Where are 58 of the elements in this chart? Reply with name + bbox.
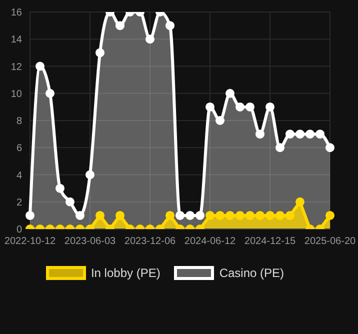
y-tick-label: 4	[16, 170, 22, 182]
x-tick-label: 2023-06-03	[64, 236, 116, 248]
point	[66, 197, 74, 206]
point	[256, 130, 264, 139]
y-tick-label: 14	[10, 34, 22, 46]
point	[96, 210, 104, 220]
point	[36, 62, 44, 71]
y-tick-label: 0	[16, 224, 22, 236]
point	[266, 210, 274, 220]
point	[116, 210, 124, 220]
point	[326, 210, 334, 220]
point	[296, 197, 304, 206]
point	[256, 210, 264, 220]
point	[316, 130, 324, 139]
point	[166, 21, 174, 30]
point	[286, 130, 294, 139]
point	[86, 170, 94, 180]
point	[226, 210, 234, 220]
point	[296, 130, 304, 139]
point	[306, 130, 314, 139]
point	[56, 184, 64, 193]
point	[166, 210, 174, 220]
point	[46, 88, 54, 98]
point	[226, 88, 234, 98]
point	[96, 48, 104, 58]
legend-label: In lobby (PE)	[90, 266, 160, 280]
point	[146, 34, 154, 44]
point	[186, 210, 194, 220]
y-tick-label: 6	[16, 143, 22, 154]
point	[266, 102, 274, 112]
point	[246, 210, 254, 220]
point	[276, 143, 284, 152]
point	[216, 210, 224, 220]
x-tick-label: 2025-06-20	[304, 236, 356, 248]
point	[76, 210, 84, 220]
point	[246, 102, 254, 112]
x-tick-label: 2024-06-12	[184, 236, 236, 248]
point	[206, 210, 214, 220]
point	[206, 102, 214, 112]
point	[216, 116, 224, 125]
x-tick-label: 2023-12-06	[124, 236, 176, 248]
y-tick-label: 2	[16, 197, 22, 208]
point	[196, 210, 204, 220]
legend-label: Casino (PE)	[219, 266, 284, 280]
y-tick-label: 8	[16, 116, 22, 128]
point	[236, 210, 244, 220]
y-tick-label: 10	[10, 88, 22, 100]
y-tick-label: 12	[10, 62, 22, 73]
x-tick-label: 2024-12-15	[244, 236, 296, 248]
y-tick-label: 16	[10, 8, 22, 19]
point	[26, 210, 34, 220]
point	[286, 210, 294, 220]
point	[176, 210, 184, 220]
point	[116, 21, 124, 30]
point	[276, 210, 284, 220]
x-tick-label: 2022-10-12	[4, 236, 56, 248]
point	[326, 143, 334, 152]
point	[236, 102, 244, 112]
